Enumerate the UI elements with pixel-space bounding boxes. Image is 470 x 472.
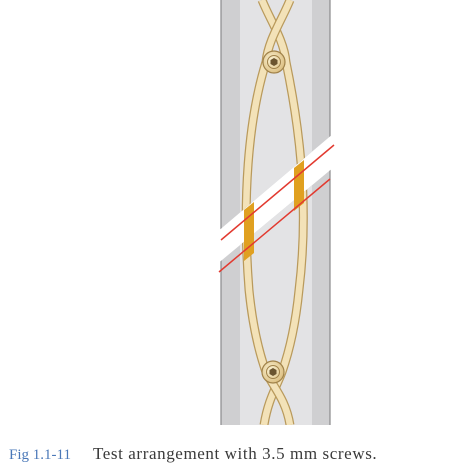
- osteotomy-line-upper: [220, 144, 335, 241]
- test-arrangement-diagram: [0, 0, 470, 425]
- screw-lower: [261, 360, 285, 384]
- figure-number: Fig 1.1-11: [9, 447, 71, 463]
- figure-caption: Fig 1.1-11 Test arrangement with 3.5 mm s…: [9, 444, 464, 464]
- screw-upper: [262, 50, 286, 74]
- osteotomy-gap-fill-right: [294, 160, 304, 211]
- osteotomy-gap-fill-left: [244, 202, 254, 261]
- osteotomy-line-lower: [218, 178, 331, 273]
- caption-text: Test arrangement with 3.5 mm screws.: [92, 444, 378, 463]
